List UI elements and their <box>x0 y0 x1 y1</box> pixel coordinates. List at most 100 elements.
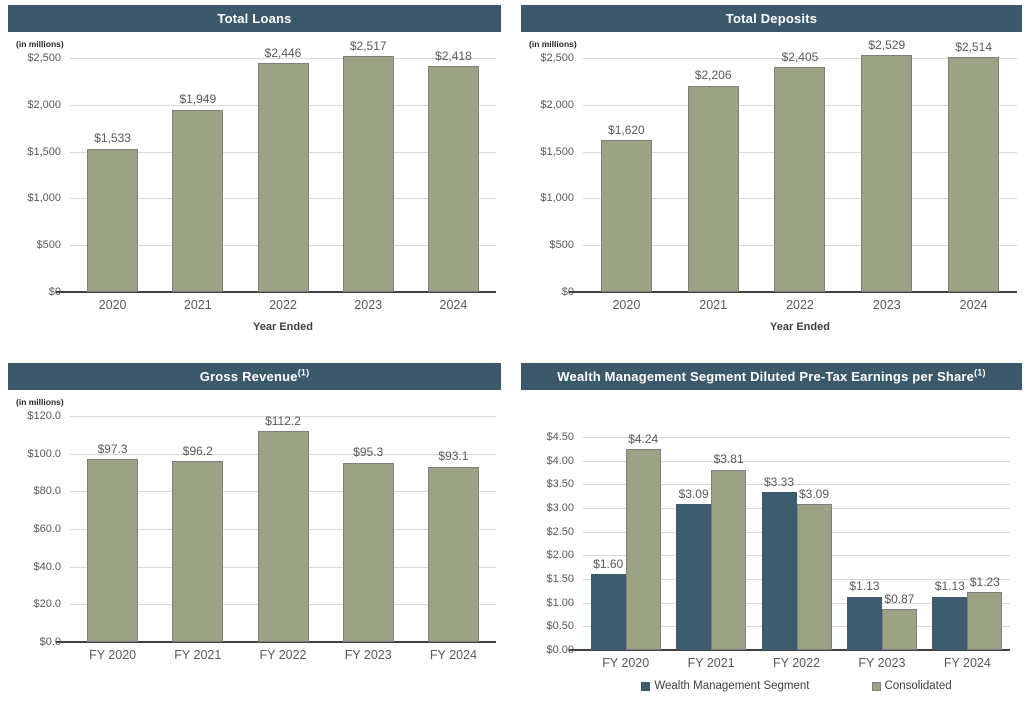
bar-value-label: $93.1 <box>438 449 469 464</box>
x-tick-label: 2022 <box>786 298 814 312</box>
chart-title-text: Total Loans <box>217 11 292 26</box>
bar-group-item: $3.81 <box>711 437 747 650</box>
plot-area: $1,620 $2,206 $2,405 $2,529 $2,514 <box>569 38 1017 293</box>
y-tick-label: $2.50 <box>546 525 574 538</box>
y-tick-label: $2,000 <box>540 98 574 111</box>
bar-value-label: $1.13 <box>934 579 965 594</box>
x-axis-title: Year Ended <box>770 321 830 333</box>
bar <box>87 148 139 292</box>
bar-group-item: $2,514 <box>948 40 1000 292</box>
chart-title-text: Total Deposits <box>725 11 818 26</box>
category-group: $95.3 <box>326 416 411 642</box>
y-tick-label: $100.0 <box>27 447 61 460</box>
y-tick-label: $2.00 <box>546 549 574 562</box>
category-group: $96.2 <box>155 416 240 642</box>
x-tick-label: FY 2023 <box>344 648 392 662</box>
bar <box>932 596 968 650</box>
bar-value-label: $0.87 <box>884 591 915 606</box>
bar <box>600 140 652 292</box>
bar-value-label: $4.24 <box>628 432 659 447</box>
category-group: $1,949 <box>155 58 240 292</box>
x-tick-label: FY 2021 <box>687 656 735 670</box>
bar-value-label: $3.33 <box>764 475 795 490</box>
category-group: $2,405 <box>757 50 844 292</box>
bars-layer: $1.60 $4.24 $3.09 $3.81 $3.33 $3.09 $1.13 $0.87… <box>583 432 1010 650</box>
y-tick-label: $1.50 <box>546 573 574 585</box>
bar-value-label: $112.2 <box>265 413 301 428</box>
bar-value-label: $2,418 <box>435 48 472 63</box>
bar-value-label: $3.81 <box>713 452 744 467</box>
bar <box>967 591 1003 650</box>
x-tick-label: FY 2021 <box>174 648 222 662</box>
bar <box>676 503 712 650</box>
chart-title-superscript: (1) <box>974 367 986 378</box>
x-axis-title: Year Ended <box>253 321 313 333</box>
category-group: $1.13 $0.87 <box>839 437 924 650</box>
legend-entry: Wealth Management Segment <box>641 680 810 692</box>
legend-entry: Consolidated <box>871 680 952 692</box>
chart-title-bar-wm-eps: Wealth Management Segment Diluted Pre-Ta… <box>521 363 1022 390</box>
y-tick-label: $0 <box>561 286 574 298</box>
y-tick-label: $0.00 <box>546 644 574 656</box>
gridline <box>583 484 1010 486</box>
x-tick-label: 2021 <box>183 298 212 312</box>
y-tick-label: $0 <box>48 286 61 298</box>
bar <box>881 608 917 650</box>
x-tick-label: FY 2020 <box>602 656 650 670</box>
bar-group-item: $2,405 <box>774 50 826 292</box>
y-axis: $0 $500 $1,000 $1,500 $2,000 $2,500 <box>8 52 70 298</box>
bar-value-label: $1,949 <box>179 92 217 107</box>
category-group: $1,620 <box>583 58 670 292</box>
bars-layer: $1,620 $2,206 $2,405 $2,529 $2,514 <box>583 38 1017 292</box>
x-tick-label: FY 2022 <box>773 656 821 670</box>
bar-group-item: $2,206 <box>687 58 739 292</box>
category-group: $2,514 <box>930 40 1017 292</box>
gridline <box>583 460 1010 462</box>
gridline <box>583 58 1017 59</box>
legend: Wealth Management Segment Consolidated <box>583 680 1010 692</box>
x-tick-label: FY 2022 <box>259 648 307 662</box>
bar-value-label: $2,405 <box>781 49 819 64</box>
y-tick-label: $500 <box>549 239 574 252</box>
y-tick-label: $20.0 <box>33 598 61 611</box>
chart-panel-total-deposits: Total Deposits (in millions) $0 $500 $1,00… <box>521 5 1022 358</box>
bar-group-item: $1,949 <box>172 58 224 292</box>
y-tick-label: $1,500 <box>27 145 61 158</box>
category-group: $2,446 <box>240 46 325 292</box>
category-group: $97.3 <box>70 416 155 642</box>
category-group: $3.33 $3.09 <box>754 437 839 650</box>
x-axis-labels: 2020 2021 2022 2023 2024 <box>583 292 1017 312</box>
category-group: $1,533 <box>70 58 155 292</box>
bar-value-label: $97.3 <box>97 441 128 456</box>
category-group: $2,517 <box>326 40 411 292</box>
bar <box>774 66 826 292</box>
y-tick-label: $60.0 <box>33 523 61 535</box>
plot-area: $1,533 $1,949 $2,446 $2,517 $2,418 <box>56 40 496 293</box>
category-group: $2,206 <box>670 58 757 292</box>
y-tick-label: $40.0 <box>33 560 61 573</box>
bar-group-item: $2,418 <box>427 49 479 292</box>
bar-group-item: $2,517 <box>342 40 394 292</box>
bar-group-item: $112.2 <box>257 413 309 642</box>
chart-title-text: Wealth Management Segment Diluted Pre-Ta… <box>557 369 975 384</box>
x-tick-label: 2022 <box>269 298 297 312</box>
x-tick-label: 2023 <box>354 298 383 312</box>
chart-title-bar-total-loans: Total Loans <box>8 5 501 32</box>
y-tick-label: $1,000 <box>27 192 61 205</box>
bar <box>257 63 309 292</box>
bar-group-item: $1.60 <box>590 437 626 650</box>
chart-title-gross-revenue: Gross Revenue(1) <box>200 368 310 384</box>
bar <box>172 109 224 292</box>
x-tick-label: FY 2024 <box>429 648 477 662</box>
bar-group-item: $1.13 <box>932 437 968 650</box>
chart-title-bar-total-deposits: Total Deposits <box>521 5 1022 32</box>
x-axis-line <box>56 291 496 293</box>
x-tick-label: 2021 <box>699 298 728 312</box>
bar-value-label: $2,446 <box>264 45 302 60</box>
category-group: $2,529 <box>843 38 930 292</box>
y-tick-label: $120.0 <box>27 410 61 422</box>
bar <box>87 458 139 642</box>
y-axis: $0.0 $20.0 $40.0 $60.0 $80.0 $100.0 $120.0 <box>8 410 70 648</box>
x-tick-label: FY 2023 <box>858 656 906 670</box>
